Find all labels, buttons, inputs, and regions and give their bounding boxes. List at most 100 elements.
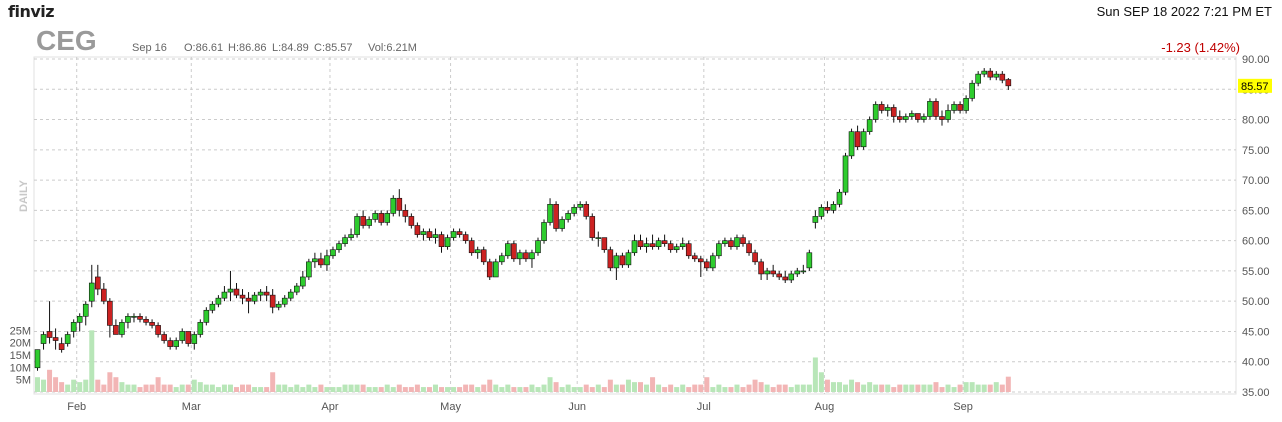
candle-body [848,131,855,157]
volume-bar [987,384,993,392]
candle-body [263,291,270,296]
volume-bar [698,384,704,392]
volume-bar [107,372,113,392]
candle-body [577,204,584,208]
candle-body [890,107,897,117]
volume-bar [59,382,65,392]
volume-bar [668,384,674,392]
volume-bar [451,387,457,392]
volume-bar [487,379,493,392]
volume-bar [535,387,541,392]
volume-bar [861,384,867,392]
candle-body [113,325,119,335]
period-label: DAILY [18,179,30,212]
volume-bar [233,387,239,392]
candle-body [450,231,457,238]
volume-bar [939,387,945,392]
volume-bar [505,384,511,392]
volume-bar [547,377,553,392]
candle-body [95,276,101,290]
volume-bar [927,384,933,392]
candle-body [119,322,125,335]
volume-bar [963,382,969,392]
date-label: Sep 16 [132,42,167,54]
candle-body [957,104,963,111]
x-tick-label: May [440,401,461,413]
volume-bar [993,382,999,392]
candle-body [945,110,951,120]
datetime-label: Sun SEP 18 2022 7:21 PM ET [1096,4,1272,19]
volume-bar [873,384,879,392]
volume-bar [897,384,903,392]
volume-bar [270,372,276,392]
volume-bar [131,384,137,392]
candle-body [517,252,523,260]
candle-body [414,225,421,235]
candle-body [462,234,469,241]
volume-bar [101,384,107,392]
volume-bar [294,384,300,392]
volume-bar [215,387,221,392]
candle-body [300,276,306,287]
candle-body [547,204,553,223]
candle-body [746,243,752,254]
candle-body [836,191,843,205]
candle-body [607,249,614,269]
volume-bar [879,384,885,392]
candle-body [203,309,210,323]
candle-body [372,213,378,220]
candle-body [46,331,53,338]
volume-bar [65,384,71,392]
candle-body [921,116,927,120]
candle-body [619,255,626,266]
candle-body [52,337,59,341]
candle-body [981,70,988,75]
candle-body [125,316,131,323]
candle-body [583,204,590,217]
volume-bar [240,384,246,392]
candle-body [137,316,143,320]
volume-bar [728,387,734,392]
volume-bar [824,379,830,392]
candle-body [782,276,789,281]
volume-bar [288,387,294,392]
candle-body [939,116,945,120]
volume-bar [770,387,776,392]
volume-bar [439,387,445,392]
volume-bar [348,384,354,392]
candle-body [661,240,668,244]
candle-body [342,237,348,244]
volume-bar [794,384,800,392]
candle-body [679,243,686,247]
candle-body [360,216,366,226]
volume-tick-label: 10M [10,362,31,374]
candle-body [589,216,596,238]
y-tick-label: 35.00 [1242,387,1270,399]
volume-bar [716,384,722,392]
volume-bar [613,384,619,392]
x-tick-label: Feb [67,401,86,413]
volume-tick-label: 5M [16,375,31,387]
volume-bar [800,384,806,392]
candle-body [806,252,813,269]
candle-body [366,219,372,226]
volume-bar [420,387,426,392]
candle-body [993,73,1000,78]
candle-body [312,258,318,263]
volume-bar [933,382,939,392]
candle-body [915,113,921,120]
candle-body [631,240,638,254]
finviz-logo[interactable]: finviz [8,2,55,21]
candle-body [884,107,891,111]
volume-bar [306,384,312,392]
volume-bar [752,379,758,392]
volume-bar [276,384,282,392]
candle-body [324,255,330,266]
volume-bar [523,387,529,392]
volume-bar [830,382,836,392]
candle-body [505,243,511,257]
candle-body [131,316,137,318]
volume-bar [354,384,360,392]
candle-body [553,204,559,229]
